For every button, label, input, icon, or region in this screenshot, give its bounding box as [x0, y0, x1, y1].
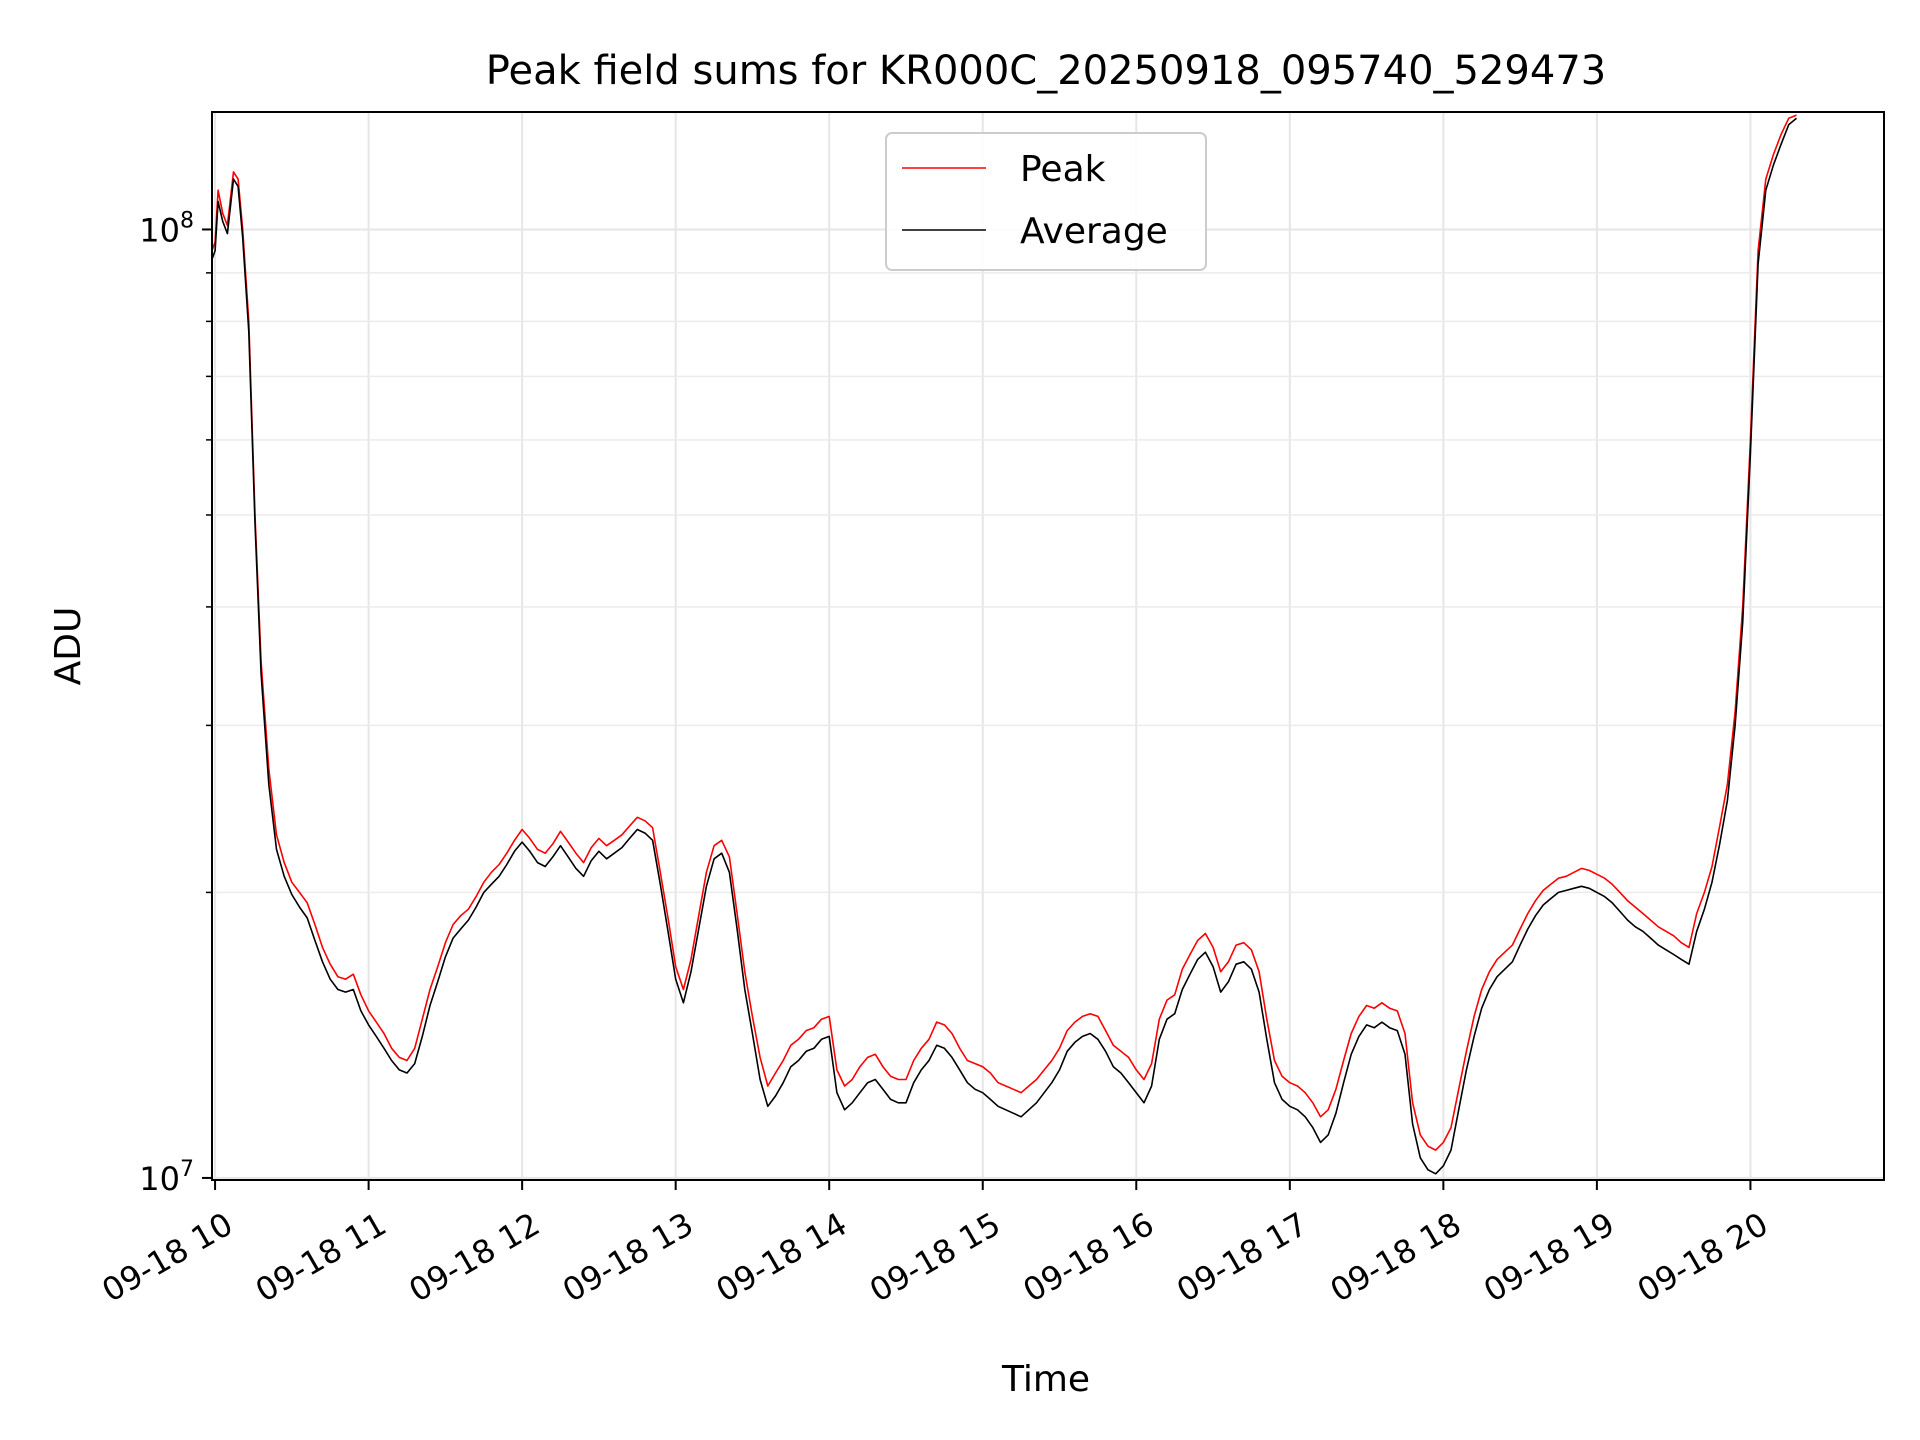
y-axis-label: ADU [48, 607, 89, 686]
x-axis-label: Time [1001, 1359, 1090, 1400]
chart-title: Peak field sums for KR000C_20250918_0957… [486, 48, 1606, 94]
y-axis: 107 108 [139, 208, 212, 1198]
legend-label-peak: Peak [1020, 149, 1106, 190]
series-line-peak [211, 114, 1797, 1151]
series-group [211, 114, 1798, 1175]
y-tick-label: 108 [139, 208, 194, 249]
legend: Peak Average [885, 132, 1207, 271]
series-line-average [211, 117, 1798, 1175]
y-tick-label: 107 [139, 1157, 194, 1198]
legend-label-average: Average [1020, 211, 1168, 252]
grid [212, 112, 1884, 1180]
plot-frame [211, 111, 1885, 1181]
